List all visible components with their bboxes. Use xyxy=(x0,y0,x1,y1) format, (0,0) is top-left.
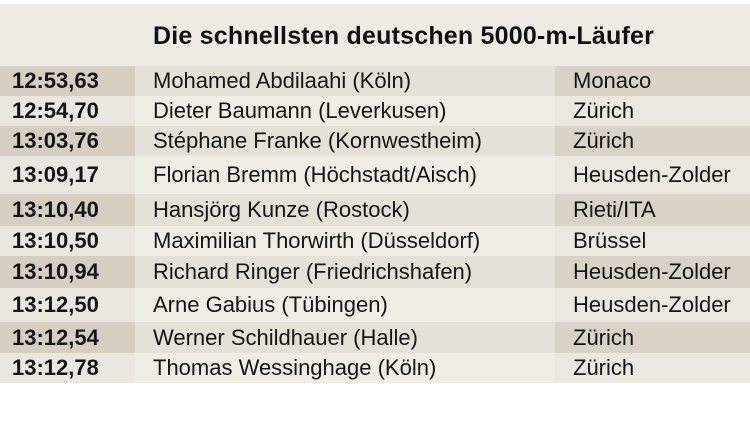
athlete-cell: Mohamed Abdilaahi (Köln) xyxy=(135,66,555,96)
athlete-cell: Maximilian Thorwirth (Düsseldorf) xyxy=(135,226,555,256)
athlete-cell: Dieter Baumann (Leverkusen) xyxy=(135,96,555,126)
venue-cell: Brüssel xyxy=(555,226,750,256)
athlete-cell: Richard Ringer (Friedrichshafen) xyxy=(135,256,555,288)
venue-cell: Rieti/ITA xyxy=(555,194,750,226)
table-row: 13:09,17 Florian Bremm (Höchstadt/Aisch) H… xyxy=(0,156,750,194)
table-row: 13:12,78 Thomas Wessinghage (Köln) Zürich xyxy=(0,353,750,383)
time-cell: 13:12,54 xyxy=(0,322,135,353)
time-cell: 13:10,40 xyxy=(0,194,135,226)
time-cell: 13:10,94 xyxy=(0,256,135,288)
table-row: 13:10,94 Richard Ringer (Friedrichshafen)… xyxy=(0,256,750,288)
time-cell: 13:10,50 xyxy=(0,226,135,256)
venue-cell: Heusden-Zolder xyxy=(555,156,750,194)
table-row: 13:10,50 Maximilian Thorwirth (Düsseldorf… xyxy=(0,226,750,256)
athlete-cell: Florian Bremm (Höchstadt/Aisch) xyxy=(135,156,555,194)
table-row: 13:10,40 Hansjörg Kunze (Rostock) Rieti/IT… xyxy=(0,194,750,226)
table-title: Die schnellsten deutschen 5000-m-Läufer xyxy=(153,22,655,50)
venue-cell: Zürich xyxy=(555,322,750,353)
results-table: 12:53,63 Mohamed Abdilaahi (Köln) Monaco 12… xyxy=(0,66,750,383)
table-row: 12:54,70 Dieter Baumann (Leverkusen) Züric… xyxy=(0,96,750,126)
time-cell: 13:09,17 xyxy=(0,156,135,194)
table-row: 13:12,54 Werner Schildhauer (Halle) Zürich xyxy=(0,322,750,353)
venue-cell: Monaco xyxy=(555,66,750,96)
venue-cell: Heusden-Zolder xyxy=(555,256,750,288)
time-cell: 13:12,78 xyxy=(0,353,135,383)
time-cell: 13:12,50 xyxy=(0,288,135,322)
table-row: 12:53,63 Mohamed Abdilaahi (Köln) Monaco xyxy=(0,66,750,96)
athlete-cell: Hansjörg Kunze (Rostock) xyxy=(135,194,555,226)
athlete-cell: Thomas Wessinghage (Köln) xyxy=(135,353,555,383)
time-cell: 12:53,63 xyxy=(0,66,135,96)
venue-cell: Zürich xyxy=(555,353,750,383)
time-cell: 12:54,70 xyxy=(0,96,135,126)
time-cell: 13:03,76 xyxy=(0,126,135,156)
athlete-cell: Arne Gabius (Tübingen) xyxy=(135,288,555,322)
venue-cell: Zürich xyxy=(555,96,750,126)
athlete-cell: Werner Schildhauer (Halle) xyxy=(135,322,555,353)
table-row: 13:03,76 Stéphane Franke (Kornwestheim) Zü… xyxy=(0,126,750,156)
table-row: 13:12,50 Arne Gabius (Tübingen) Heusden-Zo… xyxy=(0,288,750,322)
table-header: Die schnellsten deutschen 5000-m-Läufer xyxy=(0,4,750,66)
venue-cell: Heusden-Zolder xyxy=(555,288,750,322)
athlete-cell: Stéphane Franke (Kornwestheim) xyxy=(135,126,555,156)
venue-cell: Zürich xyxy=(555,126,750,156)
